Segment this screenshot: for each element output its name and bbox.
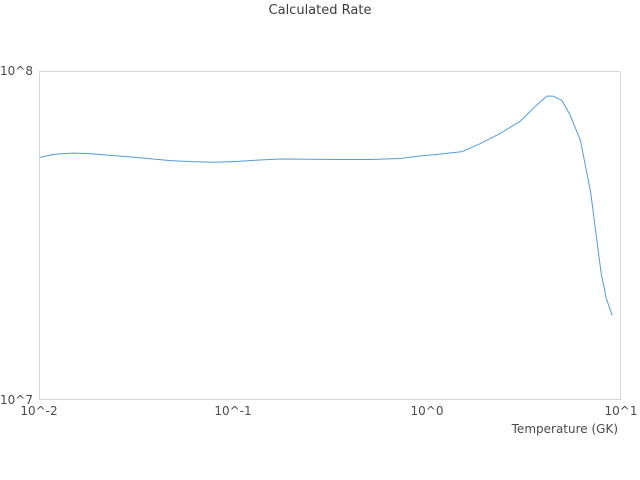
y-tick-label: 10^8 (0, 64, 33, 78)
x-tick-label: 10^-2 (20, 404, 58, 418)
rate-line-plot (40, 95, 613, 316)
y-tick-label: 10^7 (0, 393, 33, 407)
x-tick-label: 10^-1 (214, 404, 252, 418)
x-tick-label: 10^0 (410, 404, 444, 418)
x-tick-label: 10^1 (604, 404, 638, 418)
plot-area (39, 71, 621, 400)
series-line-calculated-rate (40, 95, 613, 316)
x-axis-label: Temperature (GK) (511, 422, 618, 436)
chart-title: Calculated Rate (268, 3, 372, 18)
